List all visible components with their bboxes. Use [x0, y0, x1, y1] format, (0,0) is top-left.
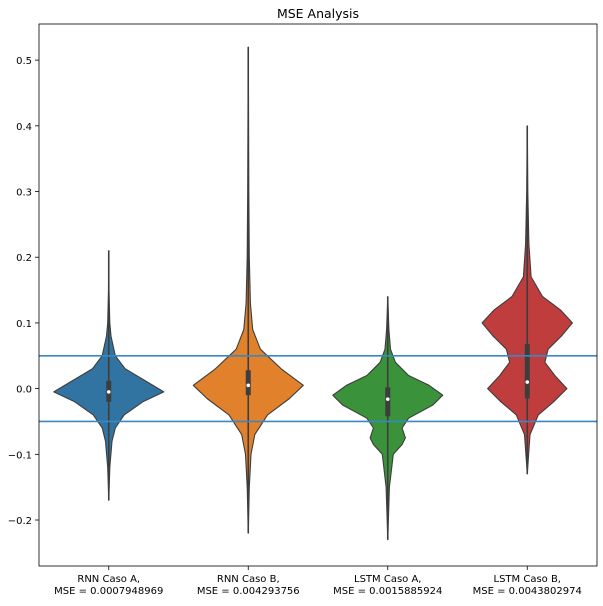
x-tick-label: LSTM Caso B,: [494, 574, 562, 585]
y-tick-label: −0.1: [8, 450, 32, 461]
x-tick-label: MSE = 0.0015885924: [333, 586, 442, 597]
x-tick-label: MSE = 0.004293756: [197, 586, 300, 597]
violin-iqr-box: [385, 387, 391, 417]
y-tick-label: 0.2: [16, 253, 32, 264]
y-tick-label: 0.1: [16, 319, 32, 330]
y-tick-label: 0.4: [16, 122, 32, 133]
x-tick-label: RNN Caso A,: [77, 574, 140, 585]
violin-median: [246, 383, 251, 388]
plot-frame: [38, 23, 598, 567]
x-tick-label: LSTM Caso A,: [354, 574, 421, 585]
violin-iqr-box: [524, 343, 530, 399]
violin-iqr-box: [245, 370, 251, 396]
x-tick-label: MSE = 0.0043802974: [473, 586, 582, 597]
y-tick-label: 0.5: [16, 56, 32, 67]
violin-median: [385, 397, 390, 401]
y-tick-label: −0.2: [8, 516, 32, 527]
y-tick-label: 0.0: [16, 385, 32, 396]
y-tick-label: 0.3: [16, 188, 32, 199]
x-tick-label: MSE = 0.0007948969: [54, 586, 163, 597]
x-tick-label: RNN Caso B,: [217, 574, 280, 585]
violin-median: [525, 380, 530, 384]
violin-median: [106, 390, 111, 394]
chart-title: MSE Analysis: [277, 6, 359, 21]
